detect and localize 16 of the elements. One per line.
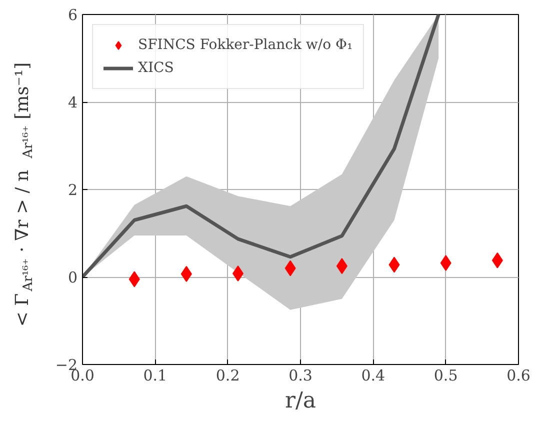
point: [232, 266, 244, 282]
legend-label: XICS: [138, 60, 174, 76]
x-tick-label: 0.4: [361, 366, 386, 384]
y-tick-label: 4: [68, 94, 78, 112]
y-tick-label: 6: [68, 6, 78, 24]
x-tick-label: 0.5: [434, 366, 458, 384]
x-tick-label: 0.3: [288, 366, 312, 384]
legend-label: SFINCS Fokker-Planck w/o Φ₁: [138, 37, 353, 53]
y-tick-label: 0: [68, 268, 78, 286]
y-tick-label: 2: [68, 181, 78, 199]
x-tick-label: 0.6: [506, 366, 530, 384]
x-tick-label: 0.1: [143, 366, 168, 384]
y-axis-title: < ΓAr¹⁶⁺ · ∇r > / nAr¹⁶⁺ [ms⁻¹]: [12, 62, 36, 327]
x-axis-title: r/a: [284, 388, 316, 414]
point: [440, 255, 452, 271]
x-tick-label: 0.2: [216, 366, 240, 384]
